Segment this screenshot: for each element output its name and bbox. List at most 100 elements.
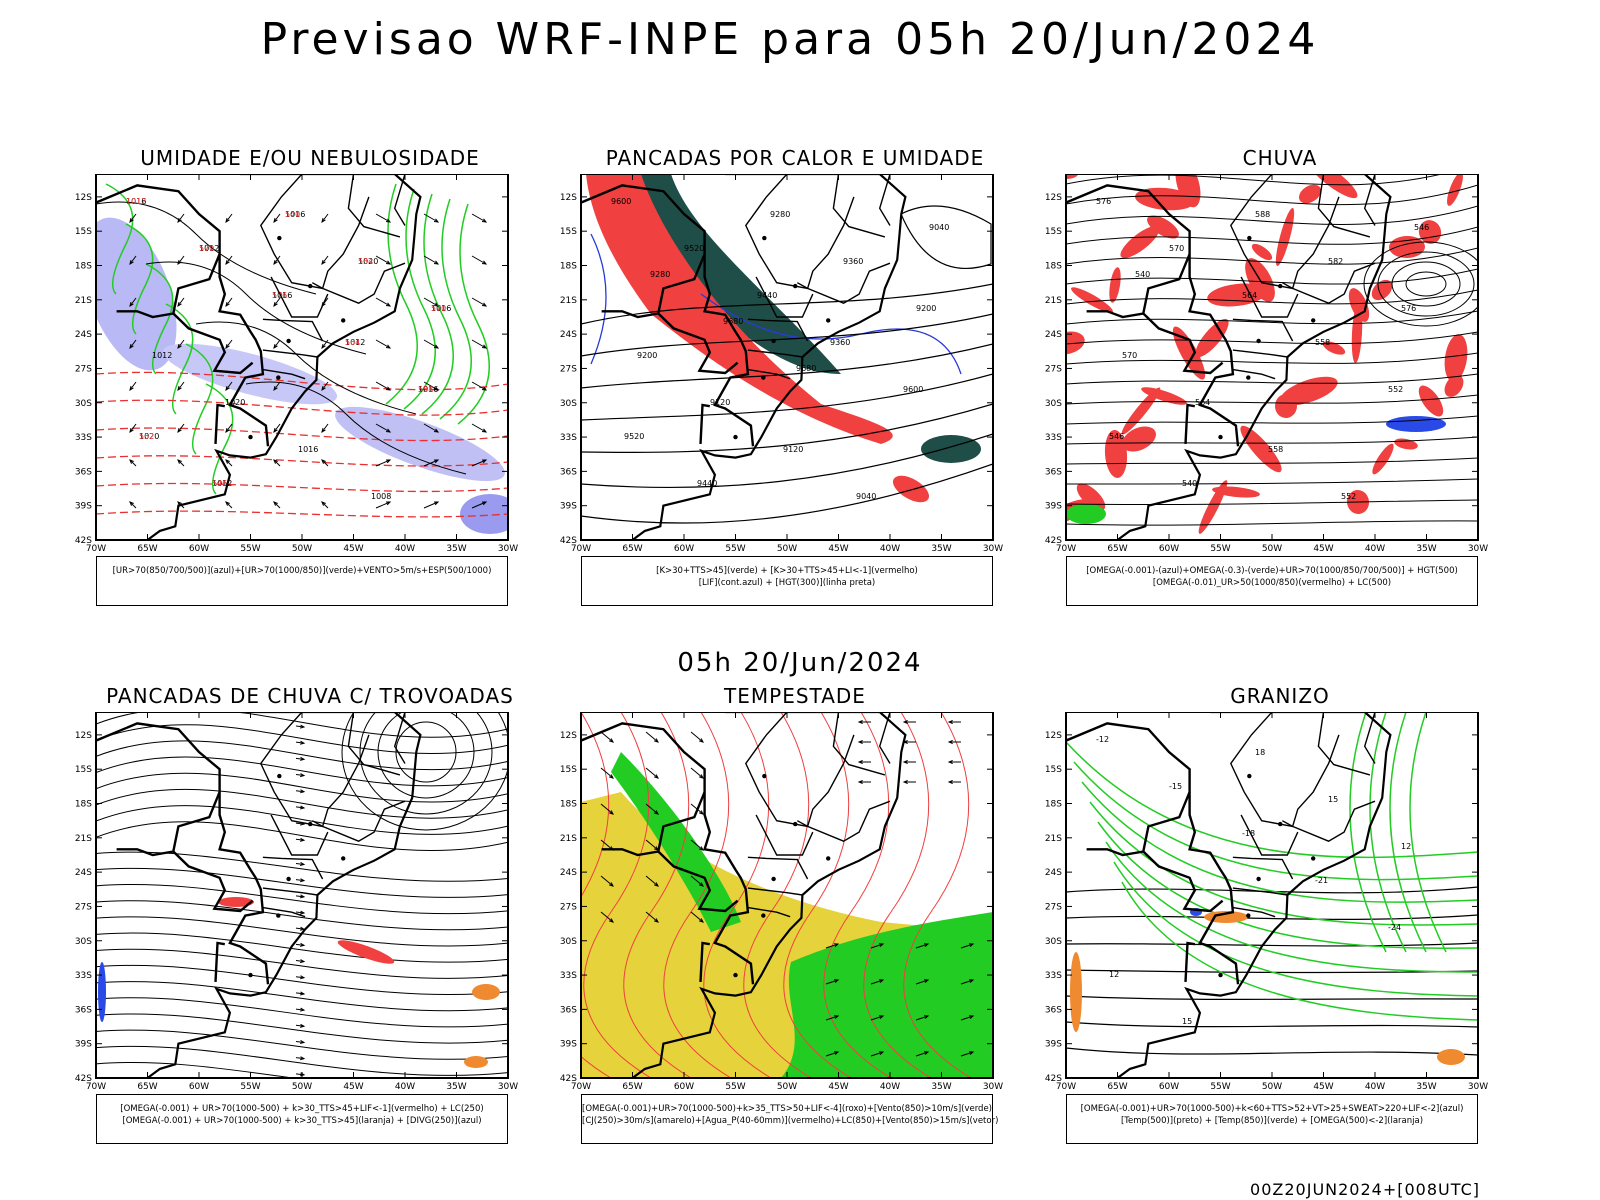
lat-tick-label: 15S — [75, 765, 92, 775]
lat-tick-label: 33S — [560, 971, 577, 981]
streamline — [96, 948, 508, 979]
plot-frame — [1065, 712, 1479, 1079]
streamline — [96, 724, 508, 754]
lake-mark — [733, 972, 738, 978]
wind-vector — [273, 297, 281, 308]
wind-vector — [375, 255, 392, 265]
rain-area — [1371, 279, 1393, 301]
wind-vector — [902, 719, 916, 725]
contour-label: 9200 — [637, 351, 657, 360]
lon-tick-label: 70W — [1056, 544, 1076, 554]
lake-mark — [762, 773, 767, 779]
contour-label: 552 — [1388, 385, 1403, 394]
contour-label: 9440 — [757, 291, 777, 300]
wind-vector — [915, 943, 930, 949]
contour-label: 570 — [431, 304, 446, 313]
lat-tick-label: 24S — [560, 330, 577, 340]
lon-tick-label: 30W — [983, 544, 1003, 554]
wind-vector — [857, 719, 871, 725]
lon-tick-label: 70W — [86, 1082, 106, 1092]
contour-label: 1020 — [358, 257, 378, 266]
wind-vector — [645, 731, 659, 743]
border-line — [1229, 712, 1340, 828]
lat-tick-label: 39S — [560, 1040, 577, 1050]
border-line — [1142, 312, 1224, 375]
border-line — [96, 184, 270, 447]
lon-tick-label: 45W — [1313, 1082, 1333, 1092]
contour-label: 1012 — [152, 351, 172, 360]
lon-tick-label: 65W — [1107, 544, 1127, 554]
temp850-contour — [1105, 841, 1478, 973]
lat-tick-label: 15S — [1045, 765, 1062, 775]
streamline — [1066, 247, 1478, 265]
panel-title: PANCADAS POR CALOR E UMIDADE — [605, 146, 985, 170]
lake-mark — [793, 283, 798, 289]
wind-vector — [375, 213, 392, 223]
lon-tick-label: 60W — [1159, 1082, 1179, 1092]
streamline — [96, 1013, 508, 1044]
streamline-arrow — [295, 991, 306, 996]
border-line — [699, 941, 710, 982]
streamline — [96, 756, 508, 787]
humidity-contour — [439, 198, 472, 420]
border-line — [878, 712, 891, 764]
lat-tick-label: 33S — [1045, 433, 1062, 443]
closed-contour — [1405, 271, 1447, 297]
streamline — [1066, 478, 1478, 485]
contour-label: 1012 — [345, 338, 365, 347]
contour-label: 1016 — [272, 291, 292, 300]
border-line — [1240, 814, 1299, 856]
lat-tick-label: 27S — [1045, 902, 1062, 912]
temp500-contour — [1066, 942, 1478, 947]
contour-label: 1016 — [298, 445, 318, 454]
map-plot: 5765705645585525465405885825765705645585… — [1045, 174, 1488, 554]
border-line — [262, 856, 324, 880]
wind-vector — [321, 459, 329, 467]
streamline-arrow — [295, 789, 306, 794]
streamline — [96, 900, 508, 931]
wind-vector — [225, 213, 233, 224]
rain-area — [1348, 288, 1370, 322]
contour-label: 9200 — [916, 304, 936, 313]
lat-tick-label: 39S — [75, 1040, 92, 1050]
wind-vector — [690, 911, 704, 923]
lon-tick-label: 50W — [1262, 1082, 1282, 1092]
contour-label: 9440 — [697, 479, 717, 488]
streamline — [96, 883, 508, 915]
temp500-contour — [1066, 914, 1478, 920]
lat-tick-label: 42S — [1045, 536, 1062, 546]
streamline — [1066, 174, 1444, 186]
lake-mark — [248, 972, 253, 978]
border-line — [747, 856, 809, 880]
rain-area — [1394, 438, 1418, 450]
contour-label: -15 — [1169, 782, 1182, 791]
contour-label: 582 — [1328, 257, 1343, 266]
wind-vector — [471, 339, 488, 349]
contour-label: 9600 — [903, 385, 923, 394]
rain-area — [1109, 267, 1121, 303]
lat-tick-label: 36S — [560, 467, 577, 477]
streamline — [96, 821, 508, 852]
lat-tick-label: 15S — [560, 227, 577, 237]
thickness-contour — [96, 371, 508, 391]
contour-label: 570 — [199, 244, 214, 253]
streamline — [1066, 205, 1478, 225]
wind-vector — [423, 213, 440, 223]
contour-label: 564 — [345, 338, 360, 347]
map-plot: 9600 9520 9440 9360 9600 9520 9440 9280 9360 9200… — [560, 174, 1003, 554]
water-contour — [703, 712, 772, 1078]
wind-vector — [960, 1051, 975, 1057]
lake-mark — [761, 375, 766, 380]
lon-tick-label: 30W — [1468, 1082, 1488, 1092]
temp850-contour — [1066, 741, 1478, 859]
rain-area — [1198, 480, 1228, 534]
contour-label: 9040 — [856, 492, 876, 501]
border-line — [393, 712, 406, 764]
humidity-contour — [385, 183, 418, 405]
border-line — [347, 174, 401, 238]
contour-label: 1012 — [199, 244, 219, 253]
border-line — [581, 722, 755, 985]
lat-tick-label: 18S — [1045, 262, 1062, 272]
streamline-arrow — [295, 975, 306, 980]
